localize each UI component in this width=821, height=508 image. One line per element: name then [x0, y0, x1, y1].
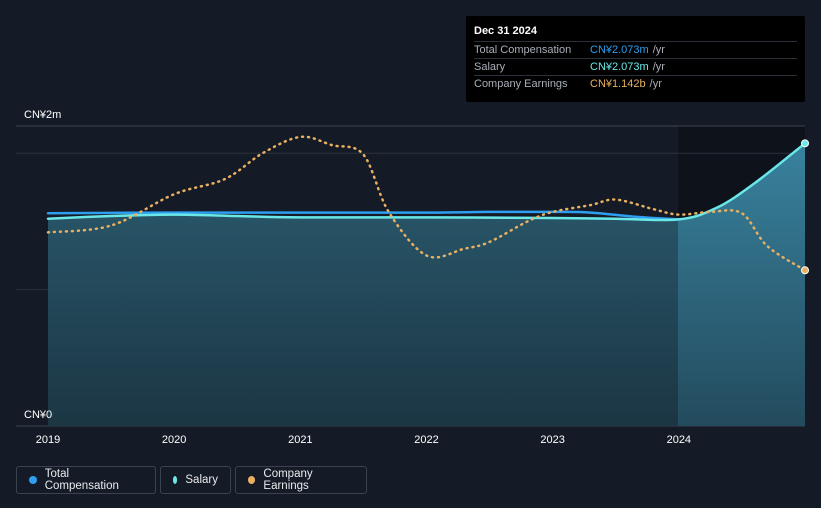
hover-tooltip: Dec 31 2024 Total Compensation CN¥2.073m… — [466, 16, 805, 102]
tooltip-unit: /yr — [652, 61, 665, 73]
legend-salary[interactable]: Salary — [160, 466, 231, 494]
tooltip-row-salary: Salary CN¥2.073m /yr — [474, 58, 797, 75]
total-compensation-dot-icon — [29, 476, 37, 484]
legend-label: Company Earnings — [263, 468, 313, 492]
x-tick-label: 2020 — [162, 434, 186, 446]
salary-area-fill — [48, 143, 805, 427]
company-earnings-dot-icon — [248, 476, 256, 484]
tooltip-unit: /yr — [649, 78, 662, 90]
tooltip-unit: /yr — [652, 44, 665, 56]
x-tick-label: 2019 — [36, 434, 60, 446]
series-lines — [46, 135, 807, 272]
legend-label: Salary — [185, 474, 218, 486]
tooltip-label: Company Earnings — [474, 78, 568, 90]
legend-label: Total Compensation — [44, 468, 119, 492]
tooltip-row-company-earnings: Company Earnings CN¥1.142b /yr — [474, 75, 797, 92]
x-tick-label: 2023 — [540, 434, 564, 446]
company-earnings-line — [46, 135, 807, 272]
end-markers — [801, 139, 809, 275]
tooltip-label: Salary — [474, 61, 506, 73]
tooltip-date: Dec 31 2024 — [474, 25, 537, 37]
legend-company-earnings[interactable]: Company Earnings — [235, 466, 367, 494]
tooltip-value: CN¥2.073m — [590, 61, 649, 73]
total-compensation-line — [46, 210, 681, 221]
tooltip-value: CN¥1.142b — [590, 78, 646, 90]
salary-area-fill-future — [678, 143, 805, 426]
legend-total-compensation[interactable]: Total Compensation — [16, 466, 156, 494]
tooltip-row-total-compensation: Total Compensation CN¥2.073m /yr — [474, 41, 797, 58]
y-axis-top-label: CN¥2m — [24, 109, 61, 121]
salary-end-marker — [801, 139, 809, 148]
salary-line — [46, 142, 807, 222]
x-axis-ticks: 2019 2020 2021 2022 2023 2024 — [36, 434, 691, 446]
y-axis-bottom-label: CN¥0 — [24, 409, 52, 421]
tooltip-value: CN¥2.073m — [590, 44, 649, 56]
x-tick-label: 2022 — [414, 434, 438, 446]
tooltip-label: Total Compensation — [474, 44, 572, 56]
salary-area — [48, 143, 805, 427]
x-tick-label: 2021 — [288, 434, 312, 446]
salary-dot-icon — [173, 476, 178, 484]
company-earnings-end-marker — [801, 266, 809, 275]
x-tick-label: 2024 — [667, 434, 691, 446]
